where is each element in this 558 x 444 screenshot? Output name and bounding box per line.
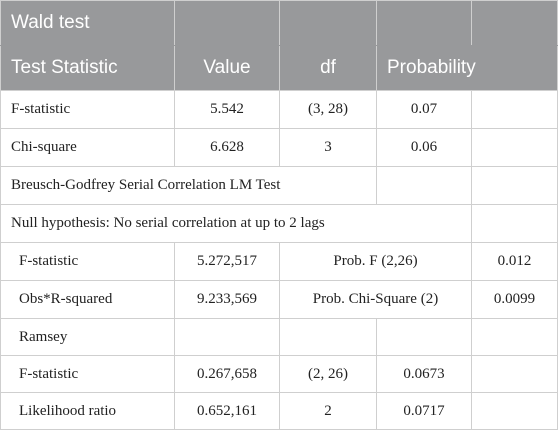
row-label: Chi-square <box>0 128 175 167</box>
table-row: Chi-square 6.628 3 0.06 <box>0 128 558 167</box>
table-row: F-statistic 0.267,658 (2, 26) 0.0673 <box>0 355 558 393</box>
row-value: 0.267,658 <box>174 355 280 393</box>
row-probability: 0.0717 <box>376 392 472 430</box>
table-row: F-statistic 5.272,517 Prob. F (2,26) 0.0… <box>0 242 558 281</box>
column-header-test-statistic: Test Statistic <box>0 45 175 91</box>
row-label: Obs*R-squared <box>0 280 175 319</box>
row-label: F-statistic <box>0 242 175 281</box>
section-row-ramsey: Ramsey <box>0 318 558 356</box>
null-hypothesis-text: Null hypothesis: No serial correlation a… <box>0 204 472 243</box>
row-value: 6.628 <box>174 128 280 167</box>
row-label: F-statistic <box>0 90 175 129</box>
header-row-title: Wald test <box>0 0 558 46</box>
diagnostic-tests-table: Wald test Test Statistic Value df Probab… <box>0 0 558 430</box>
row-probability: 0.012 <box>471 242 558 281</box>
table-row: F-statistic 5.542 (3, 28) 0.07 <box>0 90 558 129</box>
row-value: 0.652,161 <box>174 392 280 430</box>
row-probability: 0.07 <box>376 90 472 129</box>
column-header-probability: Probability <box>376 45 558 91</box>
table-row: Obs*R-squared 9.233,569 Prob. Chi-Square… <box>0 280 558 319</box>
row-label: Likelihood ratio <box>0 392 175 430</box>
row-df: 2 <box>279 392 377 430</box>
row-label: F-statistic <box>0 355 175 393</box>
header-row-columns: Test Statistic Value df Probability <box>0 45 558 91</box>
row-probability: 0.06 <box>376 128 472 167</box>
row-test: Prob. Chi-Square (2) <box>279 280 472 319</box>
row-test: Prob. F (2,26) <box>279 242 472 281</box>
row-value: 5.272,517 <box>174 242 280 281</box>
row-df: 3 <box>279 128 377 167</box>
section-title: Ramsey <box>0 318 175 356</box>
row-value: 5.542 <box>174 90 280 129</box>
row-probability: 0.0673 <box>376 355 472 393</box>
section-row-null-hypothesis: Null hypothesis: No serial correlation a… <box>0 204 558 243</box>
row-df: (2, 26) <box>279 355 377 393</box>
row-value: 9.233,569 <box>174 280 280 319</box>
section-row-breusch-godfrey: Breusch-Godfrey Serial Correlation LM Te… <box>0 166 558 205</box>
section-title: Breusch-Godfrey Serial Correlation LM Te… <box>0 166 377 205</box>
row-df: (3, 28) <box>279 90 377 129</box>
column-header-df: df <box>279 45 377 91</box>
table-title: Wald test <box>0 0 175 46</box>
row-probability: 0.0099 <box>471 280 558 319</box>
table-row: Likelihood ratio 0.652,161 2 0.0717 <box>0 392 558 430</box>
column-header-value: Value <box>174 45 280 91</box>
